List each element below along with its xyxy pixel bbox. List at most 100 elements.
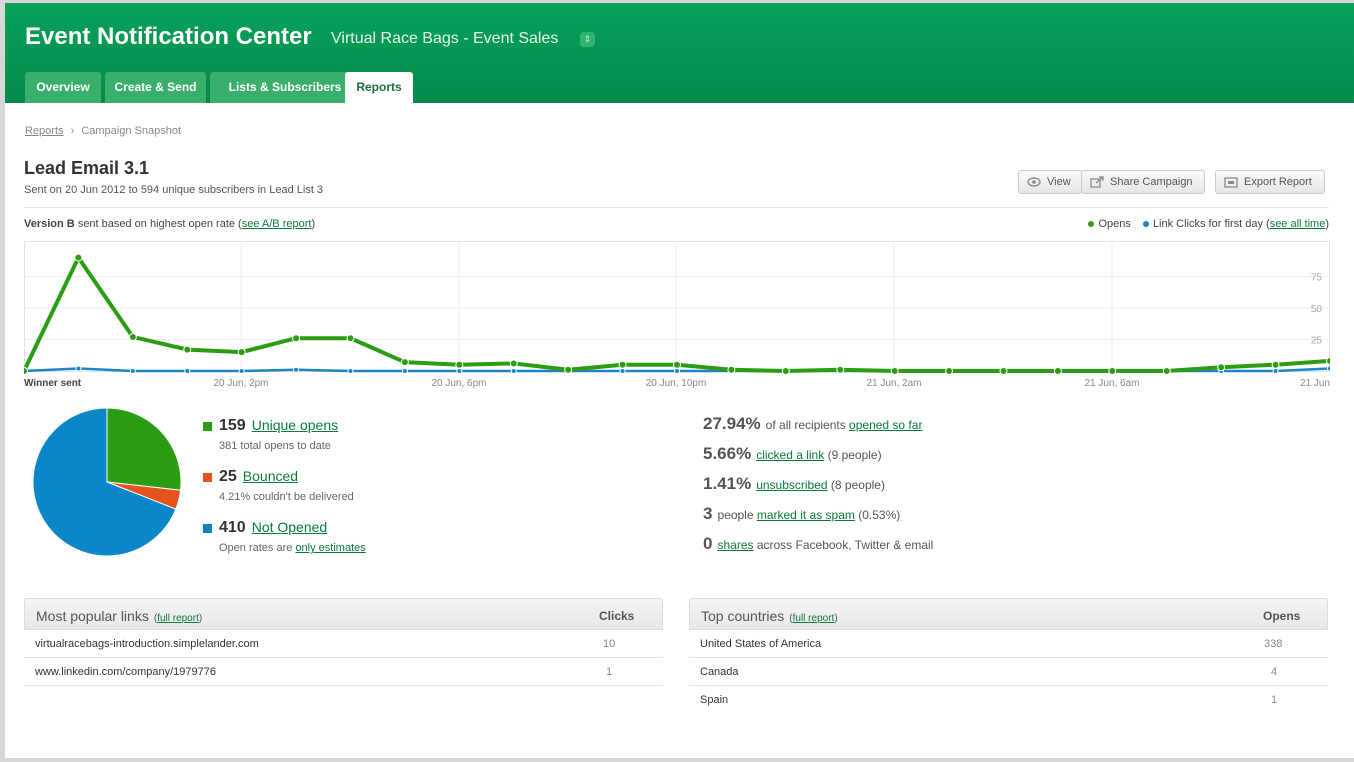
tab-create-send[interactable]: Create & Send	[105, 72, 206, 103]
not-opened-count: 410	[219, 519, 246, 536]
country-opens: 1	[1271, 694, 1278, 706]
x-tick-label: 20 Jun, 2pm	[213, 378, 268, 389]
breadcrumb-reports-link[interactable]: Reports	[25, 125, 64, 137]
clicked-link-link[interactable]: clicked a link	[756, 448, 825, 462]
metric-spam-pre: people	[717, 508, 757, 522]
opens-data-point	[999, 367, 1008, 375]
pie-slice-not-opened	[32, 407, 177, 557]
clicks-data-point	[1272, 368, 1279, 374]
estimates-text: Open rates are only estimates	[219, 542, 366, 554]
opens-data-point	[1108, 367, 1117, 375]
opened-so-far-link[interactable]: opened so far	[849, 418, 923, 432]
view-button[interactable]: View	[1018, 170, 1082, 194]
chart-legend: Opens Link Clicks for first day (see all…	[1088, 218, 1329, 230]
opens-data-point	[673, 360, 681, 369]
opens-data-point	[618, 360, 627, 369]
metric-opened: 27.94% of all recipients opened so far	[703, 414, 922, 434]
metric-spam-value: 3	[703, 504, 713, 523]
clicks-data-point	[401, 368, 408, 374]
tab-reports[interactable]: Reports	[345, 72, 413, 103]
link-url: www.linkedin.com/company/1979776	[35, 666, 216, 678]
opens-data-point	[1217, 363, 1226, 372]
x-tick-label: 20 Jun, 10pm	[646, 378, 707, 389]
opens-data-point	[292, 334, 301, 343]
bounced-link[interactable]: Bounced	[242, 468, 299, 484]
clicks-data-point	[510, 368, 517, 374]
only-estimates-link[interactable]: only estimates	[295, 542, 366, 554]
opens-data-point	[890, 367, 899, 375]
bounced-swatch	[203, 473, 212, 482]
bounced-count: 25	[219, 468, 237, 485]
clicks-data-point	[75, 365, 82, 372]
metric-shares: 0 shares across Facebook, Twitter & email	[703, 534, 933, 554]
table-row[interactable]: www.linkedin.com/company/1979776 1	[24, 658, 663, 686]
x-tick-label: 21 Jun, 6am	[1084, 378, 1139, 389]
estimates-pre: Open rates are	[219, 542, 296, 554]
tab-lists-subscribers[interactable]: Lists & Subscribers	[210, 72, 360, 103]
unsubscribed-link[interactable]: unsubscribed	[756, 478, 828, 492]
tab-overview[interactable]: Overview	[25, 72, 101, 103]
opens-data-point	[24, 367, 28, 375]
opens-clicks-chart: 75 50 25 Winner sent 20 Jun, 2pm 20 Jun, 6pm 2…	[24, 241, 1330, 389]
unique-opens-link[interactable]: Unique opens	[251, 417, 339, 433]
export-report-button[interactable]: Export Report	[1215, 170, 1325, 194]
legend-close: )	[1325, 218, 1329, 230]
top-countries-header: Top countries (full report) Opens	[689, 598, 1328, 630]
country-name: United States of America	[700, 638, 822, 650]
x-tick-label: Winner sent	[24, 378, 82, 389]
country-opens: 4	[1271, 666, 1278, 678]
metric-shares-post: across Facebook, Twitter & email	[753, 538, 934, 552]
share-campaign-button[interactable]: Share Campaign	[1081, 170, 1205, 194]
countries-full-report-link[interactable]: full report	[792, 613, 835, 624]
opens-data-point	[1271, 360, 1280, 369]
eye-icon	[1027, 177, 1041, 187]
bounced-text: 4.21% couldn't be delivered	[219, 491, 354, 503]
up-down-arrows-icon[interactable]: ⇕	[580, 32, 595, 47]
share-campaign-label: Share Campaign	[1110, 176, 1193, 188]
table-row: Canada 4	[689, 658, 1328, 686]
metric-spam: 3 people marked it as spam (0.53%)	[703, 504, 900, 524]
metric-clicked-value: 5.66%	[703, 444, 752, 463]
export-report-label: Export Report	[1244, 176, 1312, 188]
shares-link[interactable]: shares	[717, 538, 754, 552]
opens-data-point	[781, 367, 790, 375]
x-tick-label: 21 Jun, 2am	[866, 378, 921, 389]
divider	[24, 207, 1329, 208]
opens-data-point	[455, 360, 464, 369]
link-clicks: 1	[606, 666, 613, 678]
ab-report-link[interactable]: see A/B report	[241, 218, 312, 230]
table-row: United States of America 338	[689, 630, 1328, 658]
metric-spam-post: (0.53%)	[854, 508, 901, 522]
pie-slice-unique-opens	[106, 407, 182, 491]
metric-unsubscribed-value: 1.41%	[703, 474, 752, 493]
breadcrumb-separator: ›	[70, 125, 75, 137]
clicks-data-point	[674, 368, 680, 374]
clicks-data-point	[238, 368, 245, 374]
marked-spam-link[interactable]: marked it as spam	[756, 508, 855, 522]
metric-clicked: 5.66% clicked a link (9 people)	[703, 444, 882, 464]
metric-unsubscribed-post: (8 people)	[827, 478, 885, 492]
links-full-report-link[interactable]: full report	[157, 613, 199, 624]
not-opened-link[interactable]: Not Opened	[251, 519, 328, 535]
top-countries-open: (	[789, 613, 793, 624]
top-countries-panel: Top countries (full report) Opens United …	[689, 598, 1328, 714]
opens-data-point	[509, 359, 518, 368]
popular-links-title: Most popular links	[36, 608, 149, 624]
opens-count: 159	[219, 417, 246, 434]
opens-data-point	[836, 365, 845, 374]
clicks-data-point	[347, 368, 354, 374]
table-row[interactable]: virtualracebags-introduction.simplelande…	[24, 630, 663, 658]
popular-links-open: (	[153, 613, 158, 624]
app-header: Event Notification Center Virtual Race B…	[5, 3, 1354, 103]
clicks-data-point	[1327, 365, 1330, 372]
clicks-legend-label: Link Clicks for first day (	[1152, 218, 1270, 230]
opens-data-point	[128, 332, 137, 341]
client-name[interactable]: Virtual Race Bags - Event Sales	[331, 30, 559, 47]
see-all-time-link[interactable]: see all time	[1269, 218, 1326, 230]
opens-data-point	[346, 334, 355, 343]
y-tick-label: 50	[1311, 304, 1323, 315]
clicks-data-point	[129, 368, 136, 374]
metric-clicked-post: (9 people)	[824, 448, 882, 462]
clicks-data-point	[456, 368, 463, 374]
link-url: virtualracebags-introduction.simplelande…	[35, 638, 259, 650]
